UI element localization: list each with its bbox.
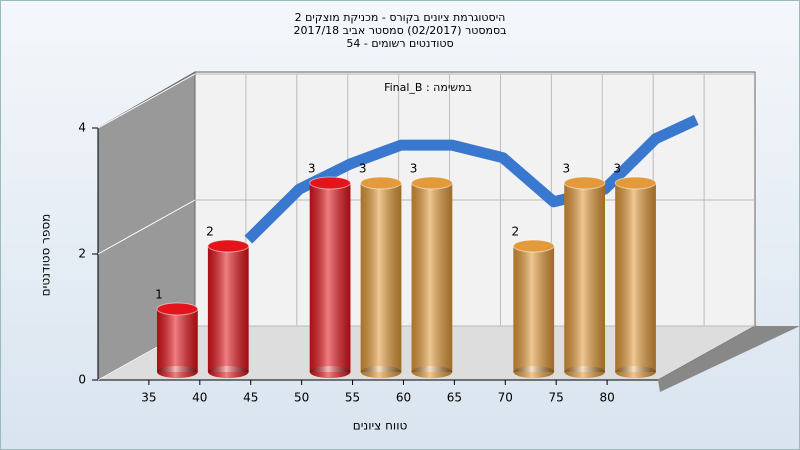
bar-group: 3 [562, 162, 606, 378]
bar-base-shine [564, 366, 605, 378]
bar-shine [207, 246, 249, 372]
value-label: 3 [359, 162, 367, 176]
y-tick-label: 0 [78, 373, 86, 387]
value-label: 3 [410, 162, 418, 176]
bar-top [512, 239, 555, 253]
bar-shine [564, 183, 605, 372]
x-tick-label: 75 [549, 391, 564, 405]
grid-line [97, 199, 196, 255]
bar-top [156, 302, 199, 316]
y-tick-label: 4 [78, 121, 86, 135]
bar-shine [360, 183, 402, 372]
y-tick-label: 2 [78, 247, 86, 261]
bar-base-shine [411, 366, 453, 378]
bar-base-shine [360, 366, 402, 378]
x-tick-label: 40 [192, 391, 207, 405]
bar-group: 3 [410, 162, 453, 378]
bar-shine [411, 183, 453, 372]
bar-shine [615, 183, 656, 372]
value-label: 2 [206, 225, 214, 239]
chart-title: סטודנטים רשומים - 54 [346, 37, 453, 50]
x-tick-label: 80 [599, 391, 614, 405]
bar-group: 2 [512, 225, 555, 378]
bar-shine [157, 309, 198, 372]
chart-title: היסטוגרמת ציונים בקורס - מכניקת מוצקים 2 [295, 11, 506, 24]
bar-top [360, 176, 402, 190]
bar-base-shine [309, 366, 351, 378]
bar-group: 2 [206, 225, 250, 378]
bar-top [309, 176, 351, 190]
bar-top [207, 239, 250, 253]
value-label: 3 [562, 162, 570, 176]
bar-base-shine [157, 366, 198, 378]
chart-title: בסמסטר (02/2017) סמסטר אביב 2017/18 [293, 24, 506, 37]
value-label: 2 [512, 225, 520, 239]
x-tick-label: 60 [396, 391, 411, 405]
bar-top [614, 176, 657, 190]
x-tick-label: 65 [447, 391, 462, 405]
x-tick-label: 35 [141, 391, 156, 405]
grid-line [97, 73, 196, 129]
x-tick-label: 70 [498, 391, 513, 405]
curve [244, 114, 699, 244]
value-label: 3 [308, 162, 316, 176]
annotation: במשימה : Final_B [384, 81, 472, 94]
bar-group: 1 [155, 288, 199, 378]
bar-group: 3 [613, 162, 657, 378]
back-wall [194, 71, 756, 327]
bar-group: 3 [359, 162, 402, 378]
bar-shine [513, 246, 555, 372]
x-tick-label: 50 [294, 391, 309, 405]
bar-shine [309, 183, 351, 372]
x-tick-label: 45 [243, 391, 258, 405]
y-axis-label: מספר סטודנטים [39, 214, 53, 297]
bar-top [563, 176, 606, 190]
x-axis-label: טווח ציונים [353, 419, 408, 433]
floor-edge [658, 326, 800, 392]
bar-base-shine [513, 366, 555, 378]
bar-top [411, 176, 453, 190]
bar-base-shine [207, 366, 249, 378]
x-tick-label: 55 [345, 391, 360, 405]
value-label: 3 [613, 162, 621, 176]
bar-group: 3 [308, 162, 351, 378]
value-label: 1 [155, 288, 163, 302]
bar-base-shine [615, 366, 656, 378]
